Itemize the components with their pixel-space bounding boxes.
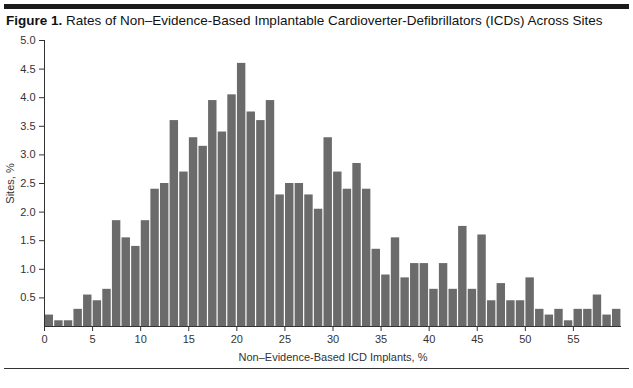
svg-text:35: 35	[375, 333, 387, 345]
svg-text:30: 30	[327, 333, 339, 345]
svg-text:1.0: 1.0	[20, 263, 35, 275]
svg-text:50: 50	[519, 333, 531, 345]
svg-text:4.0: 4.0	[20, 91, 35, 103]
html-text:Figure 1. Rates of Non–Evidenc: Figure 1. Rates of Non–Evidence-Based Im…	[6, 13, 603, 28]
svg-text:55: 55	[567, 333, 579, 345]
svg-text:10: 10	[135, 333, 147, 345]
svg-text:Sites, %: Sites, %	[4, 163, 16, 204]
svg-text:3.0: 3.0	[20, 148, 35, 160]
svg-text:2.5: 2.5	[20, 177, 35, 189]
svg-text:5.0: 5.0	[20, 34, 35, 46]
svg-text:5: 5	[90, 333, 96, 345]
svg-text:2.0: 2.0	[20, 206, 35, 218]
svg-text:3.5: 3.5	[20, 120, 35, 132]
svg-text:0: 0	[41, 333, 47, 345]
svg-text:20: 20	[231, 333, 243, 345]
svg-text:0.5: 0.5	[20, 291, 35, 303]
svg-text:40: 40	[423, 333, 435, 345]
svg-text:Non–Evidence-Based ICD Implant: Non–Evidence-Based ICD Implants, %	[239, 351, 428, 363]
svg-text:1.5: 1.5	[20, 234, 35, 246]
svg-text:15: 15	[183, 333, 195, 345]
svg-text:4.5: 4.5	[20, 63, 35, 75]
svg-text:45: 45	[471, 333, 483, 345]
svg-text:25: 25	[279, 333, 291, 345]
